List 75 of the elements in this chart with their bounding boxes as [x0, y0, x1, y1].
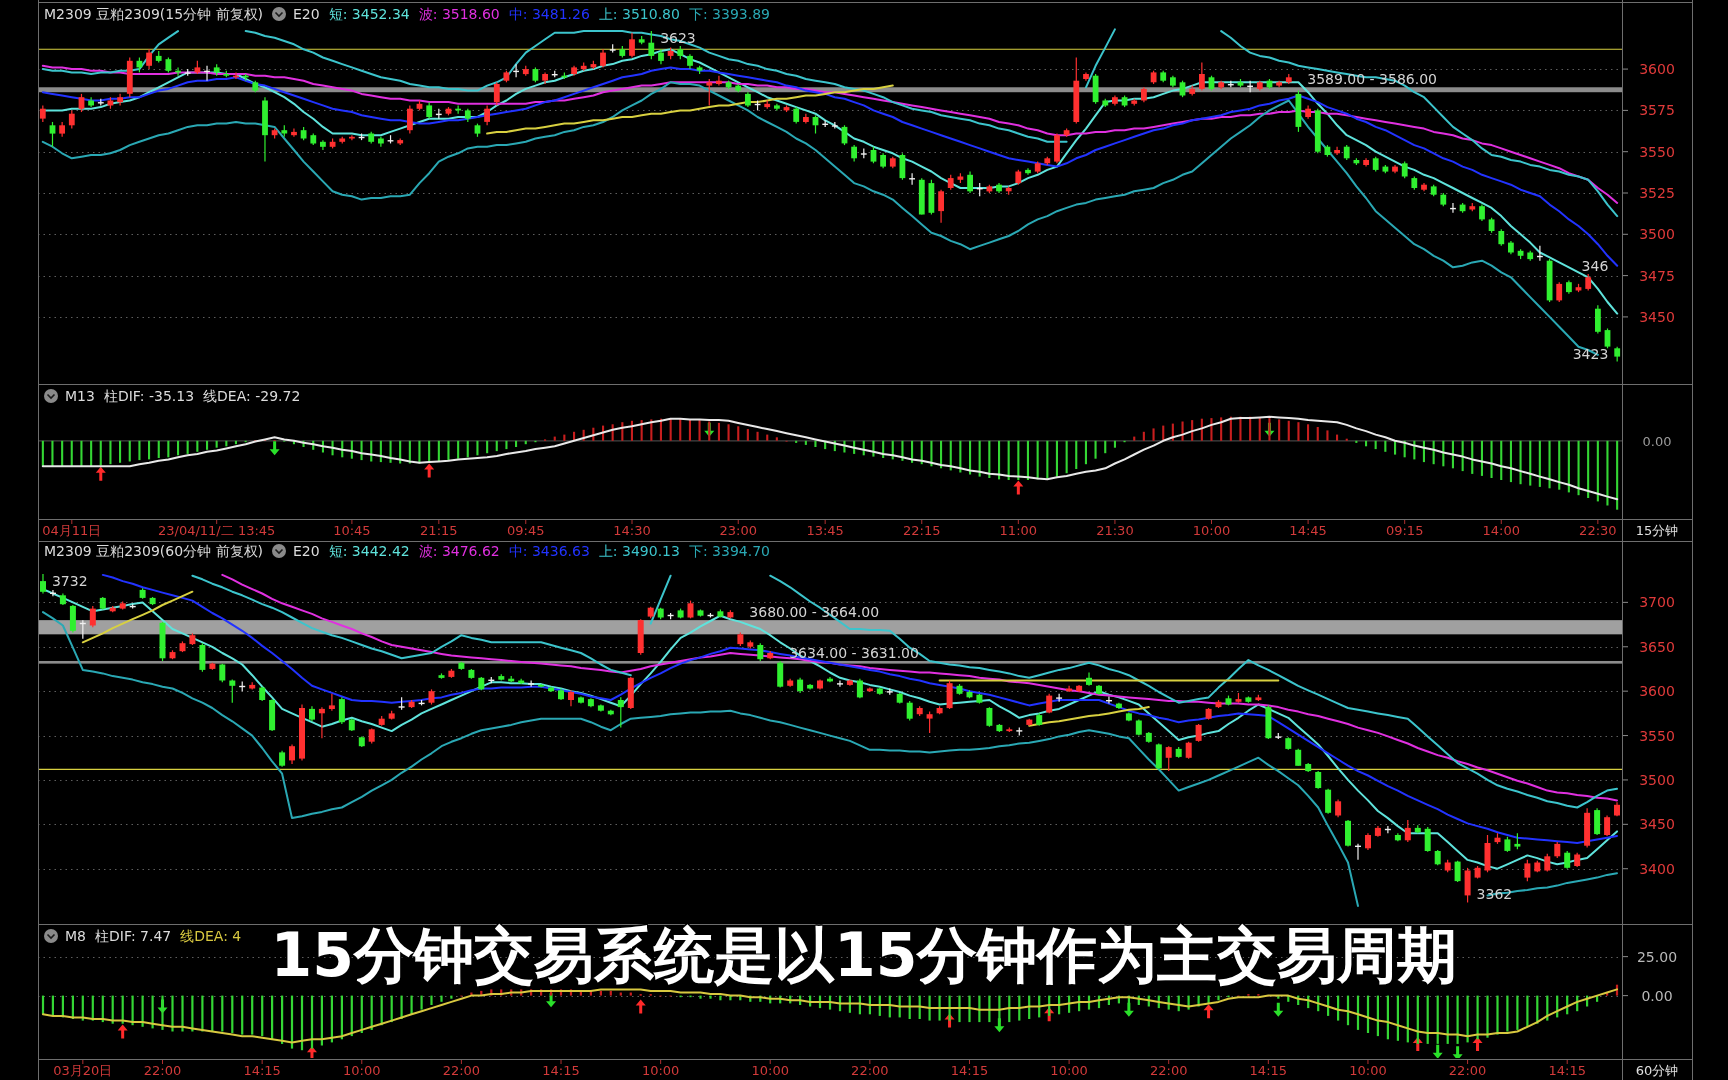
y-tick-label: 3650	[1639, 638, 1675, 655]
x-tick-label: 14:15	[243, 1063, 281, 1078]
x-tick-label: 21:30	[1096, 523, 1134, 538]
chart-subtitle: 15分钟交易系统是以15分钟作为主交易周期	[270, 920, 1458, 990]
x-tick-label: 22:00	[1149, 1063, 1188, 1078]
x-axis-title: 15分钟	[1635, 523, 1679, 538]
series-label: 上: 3490.13	[598, 543, 680, 559]
x-tick-label: 10:00	[751, 1063, 789, 1078]
x-tick-label: 21:15	[420, 523, 458, 538]
x-tick-label: 09:45	[507, 523, 545, 538]
y-tick-label: 3550	[1639, 727, 1675, 744]
x-tick-label: 10:00	[1349, 1063, 1387, 1078]
x-tick-label: 10:00	[1192, 523, 1231, 538]
y-tick-label: 3575	[1639, 102, 1675, 119]
x-tick-label: 13:45	[806, 523, 844, 538]
chart-title: M8	[65, 928, 86, 944]
text: 波: 3476.62	[418, 543, 500, 559]
y-tick-label: 3600	[1639, 61, 1675, 78]
x-tick-label: 22:00	[143, 1063, 182, 1078]
x-tick-label: 03月20日	[53, 1063, 113, 1078]
band-label: 3589.00 - 3586.00	[1307, 71, 1437, 88]
y-tick-label: 3700	[1639, 594, 1675, 611]
y-tick-label: 3550	[1639, 143, 1675, 160]
chart-title: M2309 豆粕2309(60分钟 前复权)	[44, 543, 263, 559]
x-tick-label: 23/04/11/二 13:45	[158, 523, 276, 538]
text: 短: 3452.34	[328, 6, 410, 22]
chart-title: M2309 豆粕2309(15分钟 前复权)	[44, 6, 263, 22]
x-tick-label: 22:30	[1579, 523, 1617, 538]
text: 线DEA: -29.72	[203, 388, 301, 404]
y-tick-label: 25.00	[1636, 948, 1678, 965]
annotation: 3423	[1572, 345, 1609, 362]
y-tick-label: 3400	[1639, 860, 1675, 877]
text: 波: 3518.60	[418, 6, 500, 22]
y-tick-label: 3450	[1639, 816, 1675, 833]
x-tick-label: 10:00	[1050, 1063, 1088, 1078]
x-tick-label: 22:00	[442, 1063, 481, 1078]
x-axis-title: 60分钟	[1635, 1063, 1679, 1078]
x-tick-label: 23:00	[719, 523, 757, 538]
text: 线DEA: 4	[180, 928, 242, 944]
annotation: 346	[1581, 257, 1609, 274]
x-tick-label: 14:15	[1548, 1063, 1586, 1078]
y-tick-label: 3600	[1639, 683, 1675, 700]
x-tick-label: 10:00	[343, 1063, 381, 1078]
x-tick-label: 10:45	[333, 523, 371, 538]
x-tick-label: 11:00	[999, 523, 1038, 538]
x-tick-label: 22:00	[851, 1063, 889, 1078]
x-tick-label: 14:00	[1482, 523, 1520, 538]
text: 下: 3394.70	[688, 543, 770, 559]
series-label: 上: 3510.80	[598, 6, 680, 22]
y-tick-label: 3525	[1639, 185, 1675, 201]
legend-title: E20	[292, 6, 320, 22]
x-tick-label: 04月11日	[42, 523, 102, 538]
y-tick-label: 3475	[1639, 267, 1675, 284]
x-tick-label: 14:15	[950, 1063, 989, 1078]
x-tick-label: 10:00	[641, 1063, 680, 1078]
text: 柱DIF: -35.13	[103, 388, 195, 404]
x-tick-label: 22:15	[903, 523, 941, 538]
legend-title: E20	[292, 543, 320, 559]
x-tick-label: 14:15	[1249, 1063, 1288, 1078]
text: 中: 3481.26	[508, 6, 590, 22]
y-tick-label: 3500	[1639, 226, 1675, 243]
text: 中: 3436.63	[508, 543, 590, 559]
annotation: 3732	[51, 572, 88, 589]
y-tick-label: 0.00	[1641, 987, 1673, 1004]
x-tick-label: 14:30	[613, 523, 651, 538]
x-tick-label: 09:15	[1385, 523, 1424, 538]
chart-title: M13	[65, 388, 95, 404]
annotation: 柱DIF: 7.47	[95, 928, 172, 944]
text: 下: 3393.89	[688, 6, 770, 22]
x-tick-label: 14:45	[1289, 523, 1327, 538]
x-tick-label: 14:15	[542, 1063, 580, 1078]
x-tick-label: 22:00	[1448, 1063, 1487, 1078]
y-tick-label: 3500	[1639, 771, 1675, 788]
text: 短: 3442.42	[328, 543, 410, 559]
y-tick-label: 3450	[1639, 308, 1675, 325]
